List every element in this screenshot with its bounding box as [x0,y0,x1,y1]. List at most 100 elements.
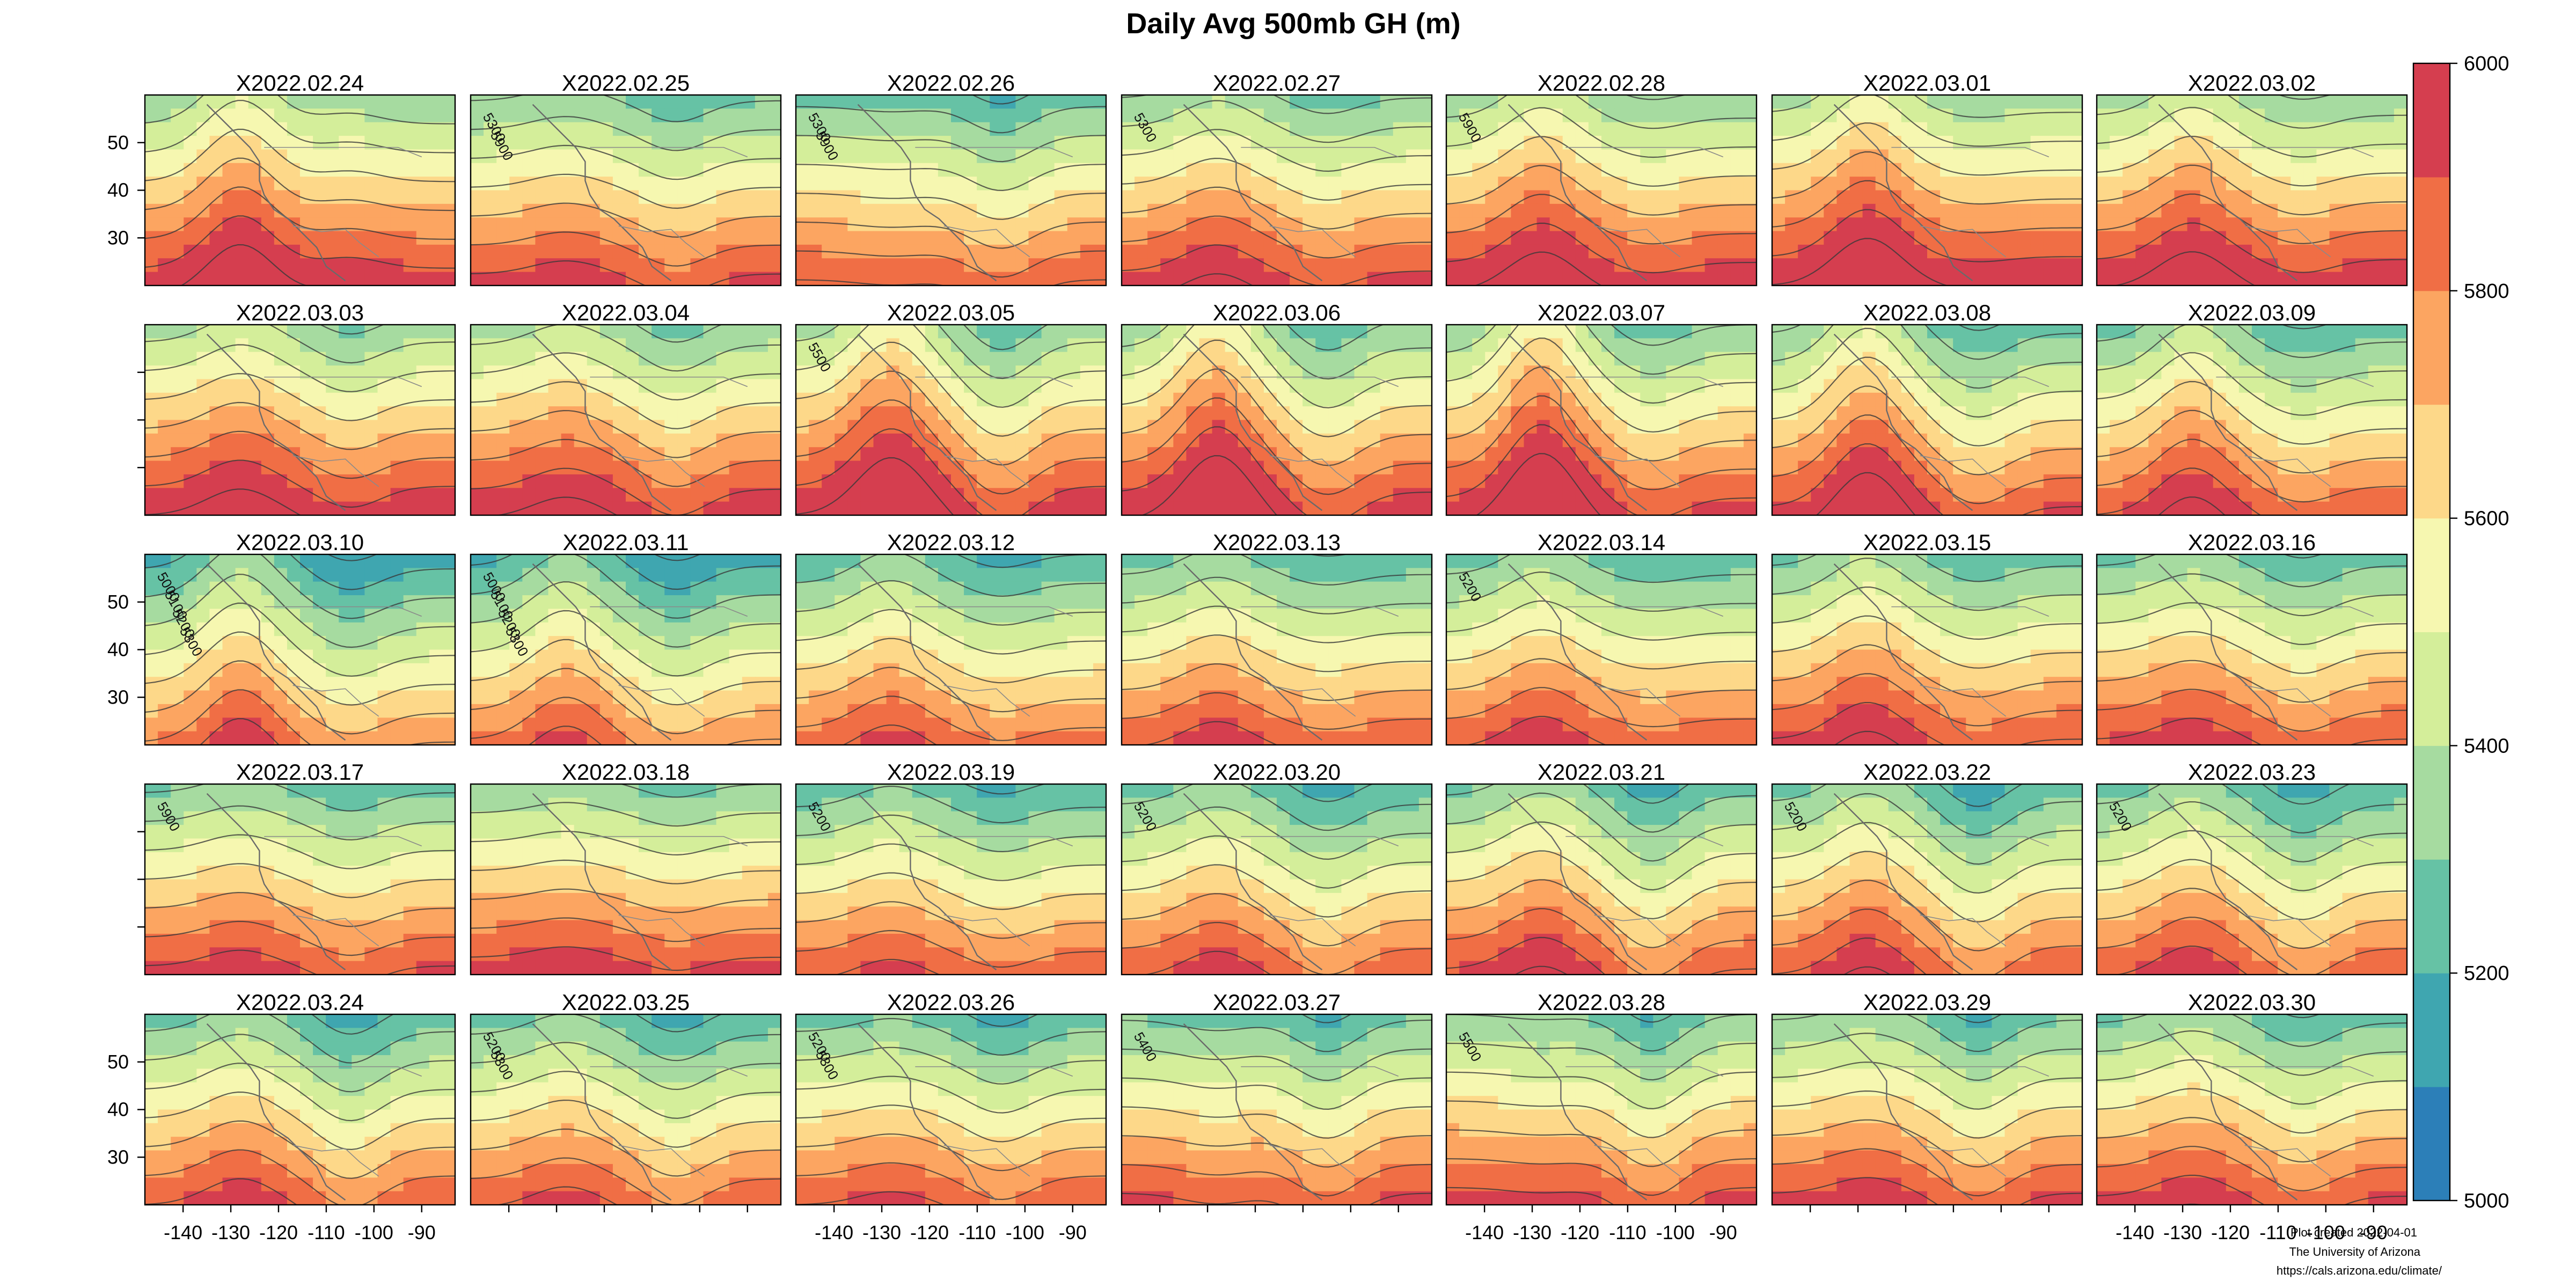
heat-cell [1524,365,1538,380]
heat-cell [977,149,990,164]
heat-cell [1588,163,1602,177]
heat-cell [1341,258,1355,273]
heat-cell [403,177,417,191]
heat-cell [639,338,652,353]
heat-cell [703,203,717,218]
heat-cell [886,352,900,366]
heat-cell [886,433,900,448]
heat-cell [716,325,730,339]
heat-cell [1927,258,1941,273]
heat-cell [964,163,977,177]
heat-cell [2226,272,2240,286]
heat-cell [574,460,588,475]
heat-cell [847,108,861,123]
heat-cell [184,203,197,218]
heat-cell [352,501,365,515]
heat-cell [1418,190,1432,204]
heat-cell [2355,190,2369,204]
heat-cell [2342,177,2356,191]
heat-cell [860,379,874,393]
heat-cell [377,447,391,462]
heat-cell [352,190,365,204]
heat-cell [1743,488,1757,502]
heat-cell [1704,447,1718,462]
heat-cell [1562,379,1576,393]
heat-cell [2069,420,2082,434]
heat-cell [938,338,952,353]
heat-cell [1743,258,1757,273]
panel-title: X2022.02.26 [887,70,1015,96]
heat-cell [1743,272,1757,286]
heat-cell [2069,136,2082,150]
heat-cell [1785,272,1798,286]
heat-cell [990,203,1003,218]
heat-cell [403,203,417,218]
heat-cell [339,203,352,218]
map-panel: X2022.03.03 [137,300,456,516]
heat-cell [261,433,275,448]
heat-cell [574,501,588,515]
heat-cell [1238,406,1252,421]
heat-cell [912,95,926,109]
heat-cell [145,203,158,218]
heat-cell [2226,217,2240,232]
heat-cell [639,122,652,136]
heat-cell [158,392,171,407]
heat-cell [1054,149,1068,164]
heat-cell [2110,149,2123,164]
contour-line [471,325,781,372]
heat-cell [938,433,952,448]
heat-cell [2316,460,2330,475]
heat-cell [1186,460,1200,475]
contour-line [471,409,781,458]
heat-cell [561,433,575,448]
heat-cell [1393,190,1407,204]
heat-cell [796,122,809,136]
heat-cell [1393,217,1407,232]
heat-cell [2017,352,2031,366]
heat-cell [2043,488,2057,502]
heat-cell [390,447,404,462]
heat-cell [1953,149,1966,164]
heat-cell [599,420,613,434]
heat-cell [1459,352,1473,366]
heat-cell [626,272,639,286]
contour-line [1772,122,2082,176]
heat-cell [390,433,404,448]
heat-cell [2213,352,2227,366]
heat-cell [1562,163,1576,177]
country-border [1594,455,1681,487]
heat-cell [235,554,249,568]
heat-cell [1002,352,1016,366]
heat-cell [1901,420,1915,434]
heat-cell [2368,474,2382,488]
heat-cell [2316,272,2330,286]
heat-cell [899,258,913,273]
heat-cell [1692,149,1706,164]
heat-cell [442,272,455,286]
heat-cell [1743,217,1757,232]
heat-cell [261,163,275,177]
heat-cell [1811,365,1824,380]
heat-cell [2097,474,2110,488]
heat-cell [1640,488,1653,502]
heat-cell [2187,420,2201,434]
heat-cell [1250,272,1264,286]
heat-cell [196,136,210,150]
heat-cell [2069,177,2082,191]
heat-cell [1966,244,1979,259]
heat-cell [847,149,861,164]
heat-cell [2394,420,2407,434]
heat-cell [626,122,639,136]
heat-cell [664,488,678,502]
heat-cell [548,108,562,123]
heat-cell [1290,177,1303,191]
heat-cell [2017,433,2031,448]
heat-cell [2123,203,2136,218]
heat-cell [599,379,613,393]
heat-cell [1041,501,1055,515]
heat-cell [2303,420,2317,434]
heat-cell [248,420,262,434]
